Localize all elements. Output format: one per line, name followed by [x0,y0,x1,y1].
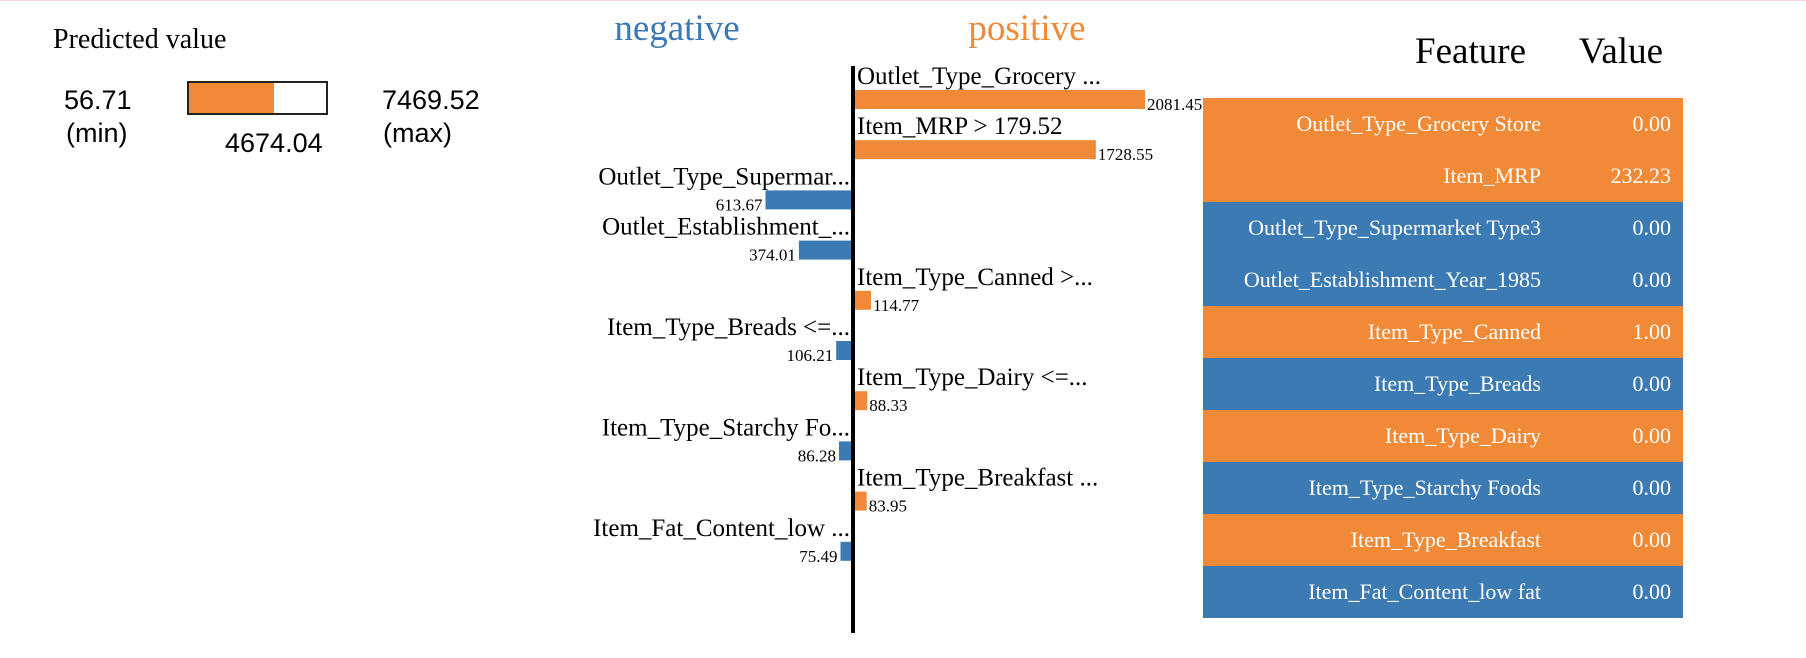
table-row: Item_Type_Breads 0.00 [1203,358,1683,410]
table-cell-feature: Outlet_Type_Grocery Store [1296,111,1541,136]
predicted-max-label: (max) [383,118,452,148]
bar-feature-label: Item_Type_Dairy <=... [857,364,1088,391]
bar-feature-label: Outlet_Establishment_... [602,214,850,241]
table-cell-value: 0.00 [1632,423,1672,448]
bar [838,441,851,461]
table-row: Item_Type_Breakfast 0.00 [1203,514,1683,566]
table-row: Item_MRP 232.23 [1203,150,1683,202]
table-header-feature: Feature [1415,31,1526,72]
table-cell-feature: Item_Type_Breakfast [1350,527,1541,552]
predicted-value-bar-fill [189,83,275,113]
table-cell-feature: Item_Type_Starchy Foods [1308,475,1541,500]
predicted-value: 4674.04 [225,128,323,158]
bar-feature-label: Item_Type_Breakfast ... [857,465,1098,492]
table-cell-feature: Item_Type_Breads [1373,371,1541,396]
table-cell-value: 0.00 [1632,215,1672,240]
top-border-line [0,0,1806,1]
predicted-value-bar [187,81,328,115]
predicted-min-label: (min) [66,118,128,148]
bar [836,341,851,360]
bar-value-label: 1728.55 [1098,145,1153,164]
table-row: Outlet_Type_Grocery Store 0.00 [1203,98,1683,150]
bar-value-label: 2081.45 [1147,95,1202,114]
bar-value-label: 83.95 [869,497,907,516]
table-cell-feature: Item_Fat_Content_low fat [1308,579,1541,604]
table-row: Item_Type_Canned 1.00 [1203,306,1683,358]
table-row: Outlet_Type_Supermarket Type3 0.00 [1203,202,1683,254]
bar-value-label: 374.01 [749,246,796,265]
bar-feature-label: Item_Type_Canned >... [857,264,1093,291]
table-row: Item_Fat_Content_low fat 0.00 [1203,566,1683,618]
bar-feature-label: Item_Type_Starchy Fo... [602,414,850,441]
table-cell-feature: Item_MRP [1443,163,1541,188]
bar-feature-label: Outlet_Type_Grocery ... [857,63,1101,90]
table-cell-feature: Outlet_Establishment_Year_1985 [1243,267,1541,292]
table-cell-value: 0.00 [1632,527,1672,552]
bar [855,391,868,411]
table-row: Item_Type_Dairy 0.00 [1203,410,1683,462]
table-cell-value: 0.00 [1632,371,1672,396]
predicted-value-title: Predicted value [53,24,227,55]
table-row: Outlet_Establishment_Year_1985 0.00 [1203,254,1683,306]
bar-feature-label: Item_Type_Breads <=... [607,314,850,341]
table-cell-feature: Item_Type_Dairy [1384,423,1541,448]
bar-value-label: 106.21 [786,346,833,365]
table-cell-value: 0.00 [1632,579,1672,604]
bar-feature-label: Item_MRP > 179.52 [857,113,1063,140]
bar-feature-label: Outlet_Type_Supermar... [598,163,850,190]
bars-group: Outlet_Type_Grocery ... 2081.45 Item_MRP >… [593,63,1202,566]
table-cell-feature: Outlet_Type_Supermarket Type3 [1248,215,1541,240]
bar-value-label: 613.67 [716,195,763,214]
bar [855,290,871,310]
predicted-min-value: 56.71 [64,85,132,115]
table-header-value: Value [1578,31,1663,72]
bar [765,190,851,210]
bar [798,240,851,260]
table-cell-value: 0.00 [1632,111,1672,136]
bar-feature-label: Item_Fat_Content_low ... [593,515,850,542]
predicted-value-panel: Predicted value 56.71 (min) 4674.04 7469… [0,0,560,200]
table-cell-value: 232.23 [1610,163,1672,188]
legend-negative: negative [614,8,739,49]
bar [840,541,851,561]
table-cell-value: 0.00 [1632,267,1672,292]
legend-positive: positive [968,8,1085,49]
table-cell-value: 0.00 [1632,475,1672,500]
table-row: Item_Type_Starchy Foods 0.00 [1203,462,1683,514]
bar-value-label: 88.33 [869,396,907,415]
bar-value-label: 114.77 [873,296,920,315]
table-cell-feature: Item_Type_Canned [1367,319,1541,344]
table-rows: Outlet_Type_Grocery Store 0.00 Item_MRP 232… [1203,98,1683,618]
predicted-max-value: 7469.52 [382,85,480,115]
table-cell-value: 1.00 [1632,319,1672,344]
bar [855,491,867,511]
bar-value-label: 75.49 [799,547,837,566]
bar [855,90,1145,109]
bar [855,140,1096,160]
bar-value-label: 86.28 [798,446,836,465]
